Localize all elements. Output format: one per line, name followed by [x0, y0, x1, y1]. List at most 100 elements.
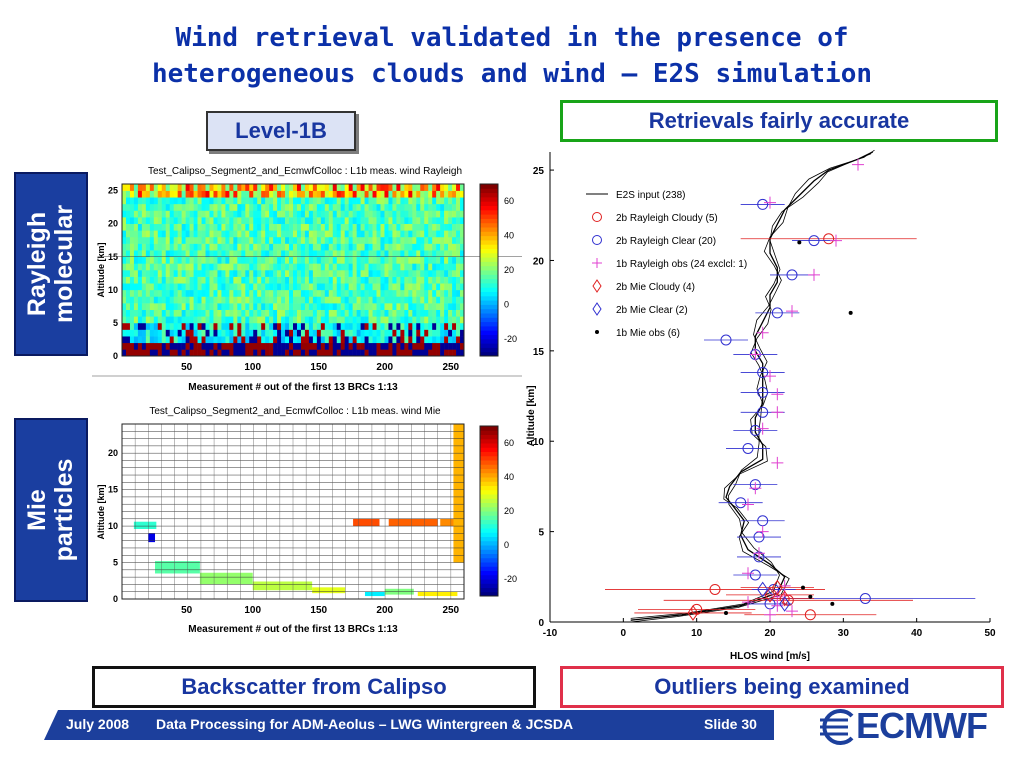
rayleigh-cell: [165, 256, 171, 264]
colorbar-segment: [480, 325, 498, 331]
rayleigh-cell: [456, 197, 461, 205]
rayleigh-cell: [205, 283, 210, 291]
mie-xtick-label: 150: [310, 605, 327, 616]
rayleigh-cell: [285, 329, 290, 337]
rayleigh-cell: [233, 243, 238, 251]
rayleigh-cell: [320, 289, 326, 297]
rayleigh-cell: [169, 329, 174, 337]
rayleigh-cell: [424, 250, 429, 258]
colorbar-tick-label: 20: [504, 265, 514, 275]
rayleigh-cell: [368, 203, 373, 211]
rayleigh-cell: [173, 263, 178, 271]
rayleigh-cell: [328, 236, 334, 244]
rayleigh-cell: [185, 349, 190, 357]
rayleigh-cell: [225, 184, 230, 191]
rayleigh-cell: [304, 283, 310, 291]
rayleigh-cell: [185, 263, 190, 271]
series-1b-rayleigh-obs-24-exclcl-1-marker: [756, 525, 769, 538]
rayleigh-cell: [300, 329, 306, 337]
rayleigh-cell: [408, 276, 413, 284]
rayleigh-cell: [225, 342, 230, 350]
rayleigh-cell: [448, 322, 453, 330]
rayleigh-cell: [185, 250, 190, 258]
rayleigh-cell: [233, 203, 238, 211]
rayleigh-cell: [448, 289, 453, 297]
rayleigh-cell: [340, 223, 345, 231]
rayleigh-cell: [420, 316, 425, 324]
rayleigh-cell: [273, 349, 278, 357]
rayleigh-cell: [273, 223, 278, 231]
rayleigh-cell: [384, 309, 389, 317]
rayleigh-cell: [344, 303, 349, 310]
rayleigh-cell: [289, 203, 294, 211]
colorbar-segment: [480, 532, 498, 537]
rayleigh-cell: [233, 316, 238, 324]
rayleigh-cell: [432, 184, 437, 191]
rayleigh-cell: [384, 184, 389, 191]
colorbar-segment: [480, 579, 498, 584]
rayleigh-cell: [221, 256, 226, 264]
mie-line2: particles: [50, 458, 78, 562]
rayleigh-cell: [129, 270, 135, 277]
rayleigh-cell: [285, 322, 290, 330]
rayleigh-cell: [205, 329, 210, 337]
rayleigh-cell: [300, 250, 306, 258]
mie-cell: [312, 587, 346, 594]
colorbar-segment: [480, 511, 498, 516]
rayleigh-cell: [444, 263, 449, 271]
rayleigh-cell: [241, 303, 246, 310]
rayleigh-cell: [352, 190, 357, 198]
rayleigh-cell: [436, 197, 441, 205]
colorbar-tick-label: 20: [504, 506, 514, 516]
rayleigh-cell: [125, 197, 131, 205]
rayleigh-cell: [217, 329, 222, 337]
rayleigh-cell: [336, 236, 342, 244]
rayleigh-cell: [356, 270, 361, 277]
rayleigh-cell: [249, 256, 254, 264]
rayleigh-cell: [221, 250, 226, 258]
rayleigh-cell: [380, 289, 385, 297]
rayleigh-cell: [165, 276, 171, 284]
mie-ytick-label: 5: [113, 558, 118, 568]
rayleigh-cell: [217, 322, 222, 330]
rayleigh-cell: [308, 276, 314, 284]
rayleigh-cell: [281, 223, 286, 231]
rayleigh-cell: [137, 236, 143, 244]
rayleigh-cell: [324, 217, 330, 224]
rayleigh-cell: [209, 283, 214, 291]
rayleigh-cell: [316, 289, 322, 297]
rayleigh-cell: [364, 303, 369, 310]
rayleigh-cell: [241, 283, 246, 291]
rayleigh-cell: [157, 316, 163, 324]
rayleigh-cell: [185, 223, 190, 231]
rayleigh-cell: [197, 230, 202, 238]
rayleigh-cell: [384, 316, 389, 324]
rayleigh-cell: [225, 236, 230, 244]
rayleigh-cell: [428, 303, 433, 310]
rayleigh-cell: [145, 197, 151, 205]
rayleigh-cell: [277, 329, 282, 337]
rayleigh-cell: [122, 296, 127, 304]
rayleigh-cell: [340, 329, 345, 337]
rayleigh-cell: [320, 283, 326, 291]
rayleigh-cell: [456, 349, 461, 357]
rayleigh-cell: [261, 217, 266, 224]
rayleigh-cell: [141, 223, 147, 231]
rayleigh-cell: [304, 184, 310, 191]
rayleigh-cell: [436, 184, 441, 191]
rayleigh-cell: [253, 270, 258, 277]
rayleigh-cell: [153, 329, 159, 337]
rayleigh-cell: [364, 223, 369, 231]
rayleigh-cell: [205, 303, 210, 310]
rayleigh-cell: [340, 322, 345, 330]
rayleigh-cell: [161, 329, 167, 337]
rayleigh-cell: [193, 243, 198, 251]
rayleigh-cell: [328, 270, 334, 277]
rayleigh-cell: [201, 184, 206, 191]
rayleigh-cell: [420, 303, 425, 310]
rayleigh-cell: [440, 223, 445, 231]
rayleigh-cell: [340, 243, 345, 251]
rayleigh-cell: [424, 217, 429, 224]
colorbar-segment: [480, 196, 498, 202]
rayleigh-cell: [448, 230, 453, 238]
